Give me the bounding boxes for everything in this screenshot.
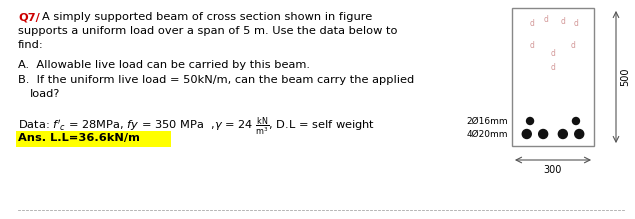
Text: supports a uniform load over a span of 5 m. Use the data below to: supports a uniform load over a span of 5… xyxy=(18,26,398,36)
Bar xyxy=(512,8,594,146)
Text: 2Ø16mm: 2Ø16mm xyxy=(466,117,508,125)
Circle shape xyxy=(558,129,567,138)
Text: d: d xyxy=(551,64,556,72)
Circle shape xyxy=(575,129,584,138)
Text: 500: 500 xyxy=(620,68,630,86)
Bar xyxy=(16,131,171,147)
Text: B.  If the uniform live load = 50kN/m, can the beam carry the applied: B. If the uniform live load = 50kN/m, ca… xyxy=(18,75,414,85)
Text: A.  Allowable live load can be carried by this beam.: A. Allowable live load can be carried by… xyxy=(18,60,310,70)
Text: d: d xyxy=(571,41,576,51)
Text: d: d xyxy=(530,19,535,28)
Text: Q7/: Q7/ xyxy=(18,12,40,22)
Text: A simply supported beam of cross section shown in figure: A simply supported beam of cross section… xyxy=(42,12,372,22)
Circle shape xyxy=(526,118,533,124)
Text: d: d xyxy=(551,48,556,58)
Text: load?: load? xyxy=(30,89,60,99)
Text: Ans. L.L=36.6kN/m: Ans. L.L=36.6kN/m xyxy=(18,133,140,143)
Text: d: d xyxy=(544,16,549,25)
Text: 4Ø20mm: 4Ø20mm xyxy=(467,129,508,138)
Text: Data: $f'_c$ = 28MPa, $fy$ = 350 MPa  ,$\gamma$ = 24 $\mathregular{\frac{kN}{m^3: Data: $f'_c$ = 28MPa, $fy$ = 350 MPa ,$\… xyxy=(18,115,375,138)
Text: d: d xyxy=(573,19,578,28)
Text: d: d xyxy=(561,18,565,26)
Text: 300: 300 xyxy=(544,165,562,175)
Text: d: d xyxy=(530,41,535,51)
Circle shape xyxy=(522,129,531,138)
Circle shape xyxy=(538,129,547,138)
Circle shape xyxy=(573,118,580,124)
Text: find:: find: xyxy=(18,40,44,50)
